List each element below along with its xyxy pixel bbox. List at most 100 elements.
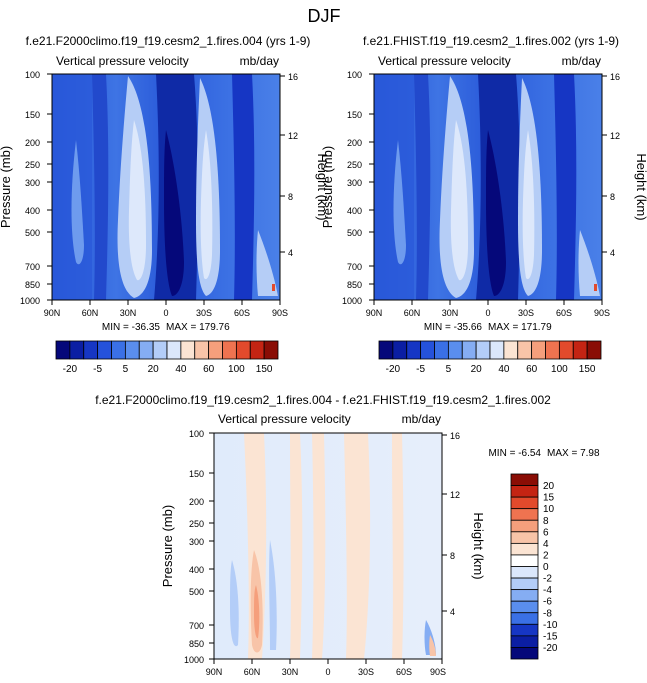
panel-2-midlat-north-band xyxy=(414,74,431,300)
panel-2-height-tick: 16 xyxy=(610,72,620,82)
panel-2-ytick: 250 xyxy=(347,160,362,170)
panel-2-max-spot xyxy=(594,284,597,291)
panel-2-ytick: 200 xyxy=(347,138,362,148)
colorbar-label: 20 xyxy=(543,481,555,492)
panel-1-right-ticks: 16 12 8 4 xyxy=(288,72,298,258)
panel-3-y-axis-label: Pressure (mb) xyxy=(160,505,175,587)
panel-1-xtick: 60N xyxy=(82,308,99,318)
colorbar-swatch xyxy=(55,340,71,360)
colorbar-swatch xyxy=(510,542,539,556)
panel-3-height-tick: 8 xyxy=(450,551,455,561)
panel-2-ytick: 850 xyxy=(347,280,362,290)
panel-3-variable-label: Vertical pressure velocity xyxy=(218,412,351,426)
colorbar-swatch xyxy=(510,623,539,637)
panel-1-xtick: 0 xyxy=(163,308,168,318)
panel-2-xtick: 90N xyxy=(366,308,383,318)
panel-3-ytick: 100 xyxy=(189,429,204,439)
colorbar-label: -5 xyxy=(416,364,425,375)
panel-1-height-tick: 16 xyxy=(288,72,298,82)
panel-1-midlat-south-ascent xyxy=(232,74,255,300)
colorbar-swatch xyxy=(152,340,168,360)
panel-2-ytick: 100 xyxy=(347,70,362,80)
panel-2-ytick: 500 xyxy=(347,228,362,238)
panel-1-max-spot xyxy=(272,284,275,291)
panel-1-midlat-north-band xyxy=(92,74,109,300)
panel-3-ytick: 200 xyxy=(189,497,204,507)
colorbar-swatch xyxy=(124,340,140,360)
colorbar-swatch xyxy=(510,519,539,533)
figure-title: DJF xyxy=(308,6,341,26)
panel-3: f.e21.F2000climo.f19_f19.cesm2_1.fires.0… xyxy=(95,393,600,677)
colorbar-label: 40 xyxy=(175,364,187,375)
panel-1-xtick: 90S xyxy=(272,308,288,318)
colorbar-swatch xyxy=(392,340,408,360)
panel-3-negative-patch-north xyxy=(230,560,239,647)
colorbar-swatch xyxy=(545,340,560,360)
colorbar-label: -2 xyxy=(543,574,552,585)
colorbar-label: 4 xyxy=(543,539,549,550)
panel-2-x-ticks: 90N 60N 30N 0 30S 60S 90S xyxy=(366,308,610,318)
colorbar-label: 40 xyxy=(498,364,510,375)
colorbar-swatch xyxy=(475,340,491,360)
colorbar-label: 20 xyxy=(471,364,483,375)
panel-3-ytick: 400 xyxy=(189,565,204,575)
panel-2-ytick: 300 xyxy=(347,178,362,188)
panel-2-polar-south-shading xyxy=(578,230,600,296)
colorbar-swatch xyxy=(510,473,539,486)
colorbar-label: -5 xyxy=(93,364,102,375)
colorbar-label: 2 xyxy=(543,550,549,561)
panel-3-ytick: 300 xyxy=(189,537,204,547)
panel-1-min-value: MIN = -36.35 xyxy=(102,322,161,333)
panel-2-min-value: MIN = -35.66 xyxy=(424,322,483,333)
panel-2-midlat-north-ascent xyxy=(393,140,406,265)
panel-3-xtick: 60N xyxy=(244,667,261,677)
panel-3-ytick: 1000 xyxy=(184,655,204,665)
panel-1-field xyxy=(51,73,281,301)
colorbar-label: 60 xyxy=(203,364,215,375)
colorbar-swatch xyxy=(510,612,539,625)
panel-2-height-tick: 12 xyxy=(610,131,620,141)
panel-3-max-value: MAX = 7.98 xyxy=(547,448,600,459)
panel-2-y-axis-label: Pressure (mb) xyxy=(320,146,335,228)
colorbar-swatch xyxy=(510,496,539,510)
panel-2-xtick: 30S xyxy=(518,308,534,318)
colorbar-label: 150 xyxy=(256,364,273,375)
colorbar-swatch xyxy=(510,635,539,648)
colorbar-label: -8 xyxy=(543,608,552,619)
panel-1-ytick: 300 xyxy=(25,178,40,188)
panel-1-x-ticks: 90N 60N 30N 0 30S 60S 90S xyxy=(44,308,288,318)
panel-3-xtick: 30N xyxy=(282,667,299,677)
colorbar-label: 100 xyxy=(228,364,245,375)
colorbar-swatch xyxy=(510,600,539,614)
colorbar-swatch xyxy=(166,340,182,360)
panel-1-subtropical-north-descent-core xyxy=(128,120,146,281)
colorbar-swatch xyxy=(447,340,463,360)
colorbar-swatch xyxy=(510,531,539,544)
colorbar-swatch xyxy=(461,340,477,360)
panel-2-xtick: 0 xyxy=(485,308,490,318)
colorbar-swatch xyxy=(97,340,112,360)
panel-3-height-tick: 4 xyxy=(450,607,455,617)
panel-1-y-ticks: 100 150 200 250 300 400 500 700 850 1000 xyxy=(20,70,40,306)
panel-2-subtropical-south-descent-core xyxy=(522,130,535,280)
panel-2-itcz-ascent-core xyxy=(486,130,506,296)
panel-3-positive-patch-south xyxy=(429,635,436,656)
colorbar-panel-2: -20 -5 5 20 40 60 100 150 xyxy=(378,340,602,375)
panel-2-variable-label: Vertical pressure velocity xyxy=(378,54,511,68)
colorbar-label: 15 xyxy=(543,493,555,504)
colorbar-swatch xyxy=(111,340,126,360)
panel-2-ytick: 1000 xyxy=(342,296,362,306)
panel-3-ytick: 700 xyxy=(189,621,204,631)
panel-1-y-tick-marks xyxy=(47,73,285,305)
colorbar-swatch xyxy=(558,340,574,360)
panel-3-xtick: 60S xyxy=(396,667,412,677)
colorbar-swatch xyxy=(572,340,588,360)
panel-1-midlat-north-ascent xyxy=(71,140,84,265)
panel-1-y-axis-label: Pressure (mb) xyxy=(0,146,13,228)
panel-1: f.e21.F2000climo.f19_f19.cesm2_1.fires.0… xyxy=(0,34,330,333)
panel-2-right-ticks: 16 12 8 4 xyxy=(610,72,620,258)
panel-1-high-lat-north-band xyxy=(52,74,92,300)
colorbar-label: -6 xyxy=(543,597,552,608)
panel-1-subtropical-south-descent-core xyxy=(200,130,213,280)
colorbar-swatch xyxy=(531,340,546,360)
